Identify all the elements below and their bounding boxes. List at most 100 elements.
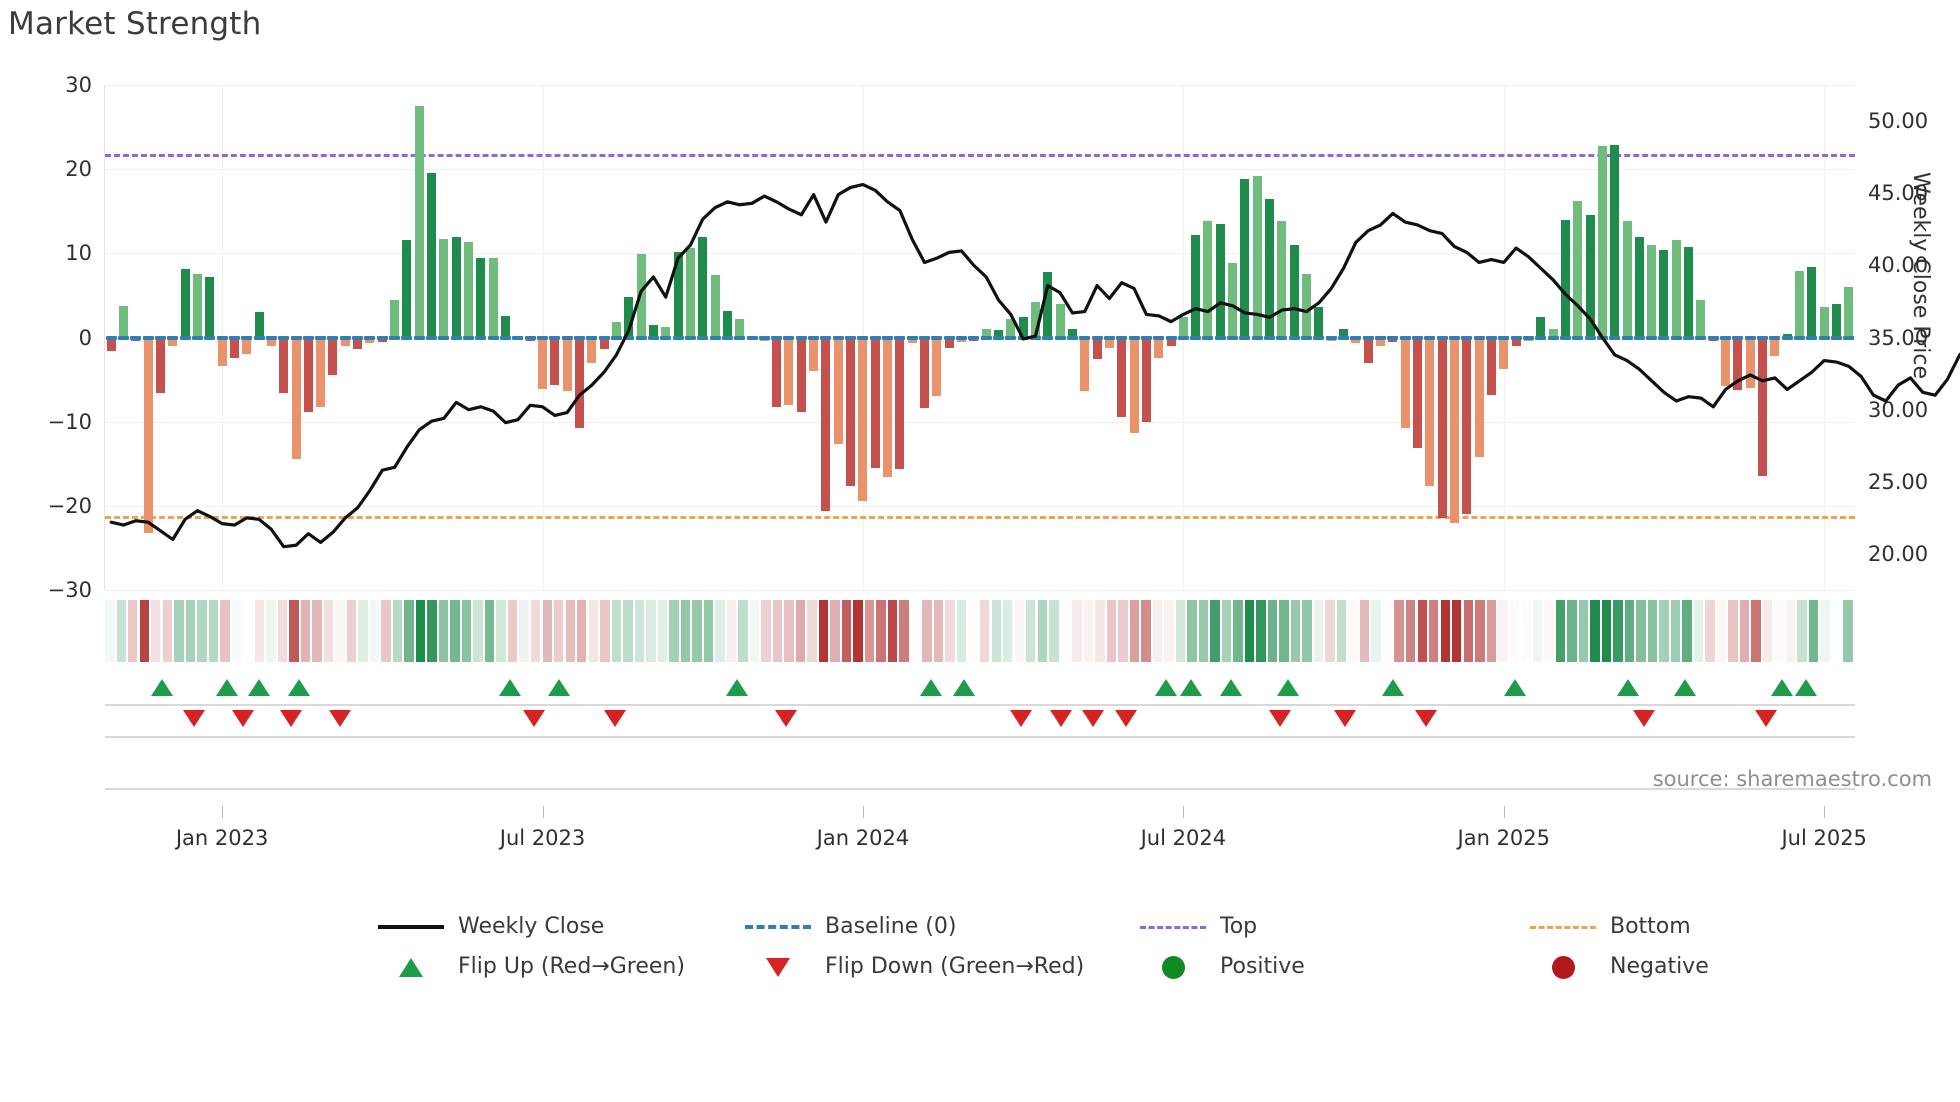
flip-down-marker bbox=[280, 710, 303, 727]
market-strength-bar bbox=[451, 237, 461, 338]
heatmap-cell bbox=[1026, 600, 1036, 662]
heatmap-cell bbox=[289, 600, 299, 662]
baseline-tick bbox=[1670, 335, 1682, 340]
heatmap-cell bbox=[1060, 600, 1071, 662]
market-strength-bar bbox=[685, 248, 695, 338]
legend-item[interactable]: Flip Up (Red→Green) bbox=[378, 954, 685, 979]
market-strength-bar bbox=[1067, 329, 1077, 338]
heatmap-cell bbox=[726, 600, 737, 662]
flip-up-marker bbox=[1155, 679, 1178, 696]
flip-up-marker bbox=[1503, 679, 1526, 696]
baseline-tick bbox=[1769, 335, 1781, 340]
bottom-threshold-line bbox=[105, 515, 1855, 519]
baseline-tick bbox=[647, 335, 659, 340]
baseline-tick bbox=[1695, 335, 1707, 340]
legend-item-label: Negative bbox=[1610, 954, 1709, 979]
heatmap-cell bbox=[807, 600, 817, 662]
legend-item-label: Positive bbox=[1220, 954, 1305, 979]
heatmap-cell bbox=[404, 600, 414, 662]
heatmap-cell bbox=[1452, 600, 1462, 662]
market-strength-bar bbox=[155, 337, 165, 394]
baseline-tick bbox=[1066, 335, 1078, 340]
heatmap-cell bbox=[600, 600, 610, 662]
heatmap-cell bbox=[461, 600, 472, 662]
source-note: source: sharemaestro.com bbox=[1652, 767, 1932, 791]
baseline-tick bbox=[1584, 335, 1596, 340]
heatmap-cell bbox=[231, 600, 242, 662]
market-strength-bar bbox=[562, 337, 572, 391]
baseline-tick bbox=[968, 335, 980, 340]
heatmap-cell bbox=[968, 600, 978, 662]
legend-item[interactable]: Bottom bbox=[1530, 914, 1691, 939]
market-strength-bar bbox=[1733, 337, 1743, 390]
heatmap-cell bbox=[1037, 600, 1047, 662]
market-strength-bar bbox=[242, 337, 252, 355]
market-strength-bar bbox=[1080, 337, 1090, 391]
heatmap-cell bbox=[680, 600, 691, 662]
y-axis-left-tick: 30 bbox=[65, 73, 92, 97]
heatmap-cell bbox=[853, 600, 863, 662]
market-strength-bar bbox=[1104, 337, 1114, 348]
baseline-tick bbox=[746, 335, 758, 340]
baseline-tick bbox=[413, 335, 425, 340]
market-strength-bar bbox=[1178, 317, 1188, 338]
legend-item[interactable]: Positive bbox=[1140, 954, 1305, 979]
legend-item[interactable]: Flip Down (Green→Red) bbox=[745, 954, 1084, 979]
market-strength-bar bbox=[464, 241, 474, 338]
baseline-tick bbox=[1781, 335, 1793, 340]
baseline-tick bbox=[758, 335, 770, 340]
heatmap-cell bbox=[1233, 600, 1243, 662]
market-strength-bar bbox=[266, 337, 276, 346]
baseline-tick bbox=[401, 335, 413, 340]
market-strength-bar bbox=[846, 337, 856, 486]
baseline-tick bbox=[1091, 335, 1103, 340]
page-title: Market Strength bbox=[8, 6, 262, 42]
legend-item[interactable]: Top bbox=[1140, 914, 1257, 939]
baseline-tick bbox=[278, 335, 290, 340]
market-strength-bar bbox=[1499, 337, 1509, 370]
market-strength-bar bbox=[710, 275, 720, 338]
market-strength-bar bbox=[772, 337, 782, 407]
market-strength-bar bbox=[883, 337, 893, 478]
heatmap-cell bbox=[1175, 600, 1186, 662]
flip-down-marker bbox=[183, 710, 206, 727]
baseline-tick bbox=[1301, 335, 1313, 340]
heatmap-cell bbox=[1302, 600, 1312, 662]
line-dashed-orange-icon bbox=[1530, 916, 1596, 938]
baseline-tick bbox=[524, 335, 536, 340]
heatmap-cell bbox=[1049, 600, 1059, 662]
baseline-tick bbox=[1399, 335, 1411, 340]
market-strength-bar bbox=[1203, 220, 1213, 338]
legend-item[interactable]: Baseline (0) bbox=[745, 914, 956, 939]
flip-down-marker bbox=[1633, 710, 1656, 727]
heatmap-cell bbox=[1613, 600, 1623, 662]
baseline-tick bbox=[1313, 335, 1325, 340]
baseline-tick bbox=[1202, 335, 1214, 340]
heatmap-cell bbox=[139, 600, 149, 662]
market-strength-bar bbox=[1043, 271, 1053, 338]
baseline-tick bbox=[857, 335, 869, 340]
baseline-tick bbox=[1448, 335, 1460, 340]
triangle-up-green-icon bbox=[378, 956, 444, 978]
market-strength-bar bbox=[1302, 273, 1312, 338]
baseline-tick bbox=[561, 335, 573, 340]
baseline-tick bbox=[919, 335, 931, 340]
market-strength-bar bbox=[439, 239, 449, 338]
heatmap-cell bbox=[151, 600, 161, 662]
market-strength-bar bbox=[118, 305, 128, 338]
baseline-tick bbox=[1485, 335, 1497, 340]
legend-item[interactable]: Negative bbox=[1530, 954, 1709, 979]
baseline-tick bbox=[1054, 335, 1066, 340]
heatmap-cell bbox=[784, 600, 794, 662]
market-strength-bar bbox=[1129, 337, 1139, 434]
heatmap-cell bbox=[1636, 600, 1646, 662]
heatmap-cell bbox=[611, 600, 622, 662]
legend-item-label: Weekly Close bbox=[458, 914, 605, 939]
legend-item[interactable]: Weekly Close bbox=[378, 914, 604, 939]
market-strength-bar bbox=[624, 297, 634, 338]
flip-up-marker bbox=[1617, 679, 1640, 696]
x-axis-tickmark bbox=[542, 806, 544, 818]
baseline-tick bbox=[992, 335, 1004, 340]
baseline-tick bbox=[820, 335, 832, 340]
market-strength-bar bbox=[1215, 223, 1225, 338]
